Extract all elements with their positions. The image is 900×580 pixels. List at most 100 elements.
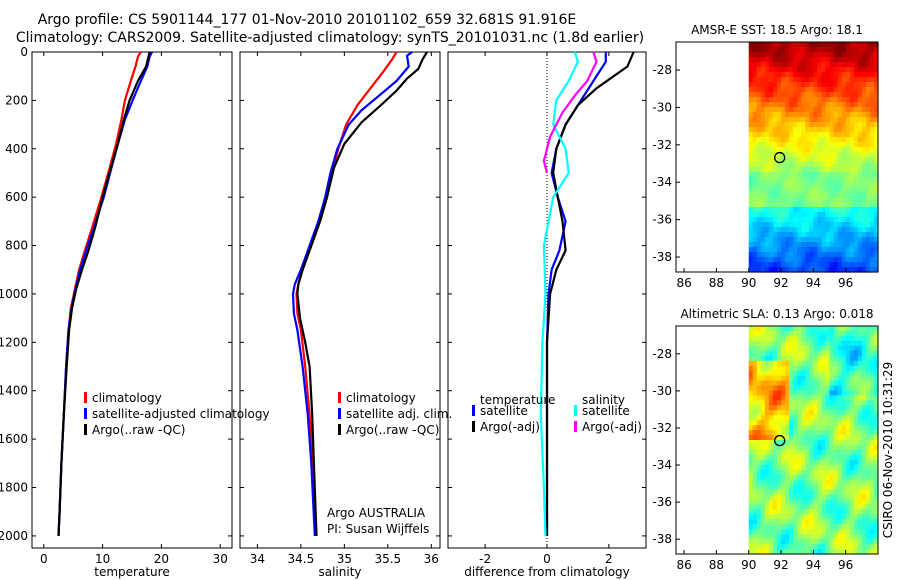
heatmap-cell (764, 207, 770, 213)
heatmap-cell (813, 340, 818, 347)
heatmap-cell (865, 479, 871, 486)
heatmap-cell (813, 247, 818, 253)
heatmap-cell (789, 97, 794, 103)
heatmap-cell (825, 544, 831, 550)
heatmap-cell (756, 454, 762, 461)
heatmap-cell (813, 67, 818, 73)
heatmap-cell (861, 385, 867, 392)
heatmap-cell (809, 504, 814, 510)
heatmap-cell (845, 177, 851, 183)
heatmap-cell (849, 360, 855, 367)
heatmap-cell (785, 132, 790, 138)
heatmap-cell (841, 57, 847, 63)
heatmap-cell (817, 345, 823, 352)
heatmap-cell (756, 459, 762, 466)
heatmap-cell (853, 242, 859, 248)
heatmap-cell (772, 207, 778, 213)
heatmap-cell (825, 464, 831, 471)
heatmap-cell (748, 152, 754, 158)
heatmap-cell (797, 395, 802, 401)
heatmap-cell (809, 405, 814, 411)
heatmap-cell (809, 197, 814, 203)
heatmap-cell (833, 514, 839, 520)
heatmap-cell (837, 167, 843, 173)
heatmap-cell (861, 435, 867, 441)
heatmap-cell (789, 192, 794, 198)
heatmap-cell (752, 72, 758, 78)
heatmap-cell (845, 257, 851, 263)
heatmap-cell (813, 415, 818, 421)
heatmap-cell (805, 232, 810, 238)
heatmap-cell (801, 162, 806, 168)
heatmap-cell (777, 222, 782, 228)
heatmap-cell (821, 127, 827, 133)
heatmap-cell (837, 430, 843, 436)
heatmap-cell (764, 172, 770, 178)
heatmap-cell (849, 355, 855, 362)
heatmap-cell (845, 459, 851, 466)
heatmap-cell (809, 360, 814, 367)
heatmap-cell (797, 222, 802, 228)
heatmap-cell (805, 172, 810, 178)
heatmap-cell (781, 117, 786, 123)
heatmap-cell (849, 242, 855, 248)
heatmap-cell (845, 544, 851, 550)
heatmap-cell (768, 380, 774, 387)
heatmap-cell (853, 52, 859, 58)
heatmap-cell (821, 62, 827, 68)
heatmap-cell (813, 430, 818, 436)
heatmap-cell (861, 425, 867, 431)
heatmap-cell (869, 420, 875, 426)
heatmap-cell (873, 167, 879, 173)
heatmap-cell (873, 92, 879, 98)
heatmap-cell (789, 484, 794, 491)
heatmap-cell (821, 375, 827, 382)
heatmap-cell (825, 454, 831, 461)
heatmap-cell (752, 257, 758, 263)
legend-label: climatology (346, 391, 416, 405)
heatmap-cell (821, 132, 827, 138)
heatmap-cell (797, 117, 802, 123)
heatmap-cell (833, 252, 839, 258)
heatmap-cell (853, 395, 859, 401)
heatmap-cell (809, 494, 814, 501)
heatmap-cell (841, 62, 847, 68)
heatmap-cell (837, 257, 843, 263)
heatmap-cell (821, 380, 827, 387)
heatmap-cell (841, 172, 847, 178)
heatmap-cell (845, 167, 851, 173)
heatmap-cell (845, 410, 851, 416)
heatmap-cell (821, 340, 827, 347)
heatmap-cell (857, 519, 863, 525)
heatmap-cell (756, 142, 762, 148)
heatmap-cell (801, 177, 806, 183)
heatmap-cell (805, 499, 810, 506)
heatmap-cell (797, 127, 802, 133)
heatmap-cell (825, 62, 831, 68)
heatmap-cell (777, 430, 782, 436)
heatmap-cell (849, 514, 855, 520)
heatmap-cell (869, 72, 875, 78)
heatmap-cell (752, 222, 758, 228)
heatmap-cell (797, 504, 802, 510)
heatmap-cell (793, 107, 798, 113)
series-line-climatology (57, 51, 142, 536)
heatmap-cell (825, 147, 831, 153)
heatmap-cell (845, 504, 851, 510)
heatmap-cell (801, 355, 806, 362)
heatmap-cell (793, 390, 798, 396)
heatmap-cell (825, 152, 831, 158)
sst_map-ytick-label: -38 (652, 250, 672, 264)
heatmap-cell (849, 534, 855, 540)
heatmap-cell (768, 187, 774, 193)
heatmap-cell (756, 217, 762, 223)
heatmap-cell (837, 172, 843, 178)
heatmap-cell (829, 494, 835, 501)
heatmap-cell (809, 365, 814, 372)
heatmap-cell (781, 72, 786, 78)
heatmap-cell (789, 519, 794, 525)
heatmap-cell (809, 415, 814, 421)
heatmap-cell (857, 464, 863, 471)
heatmap-cell (865, 217, 871, 223)
heatmap-cell (865, 425, 871, 431)
